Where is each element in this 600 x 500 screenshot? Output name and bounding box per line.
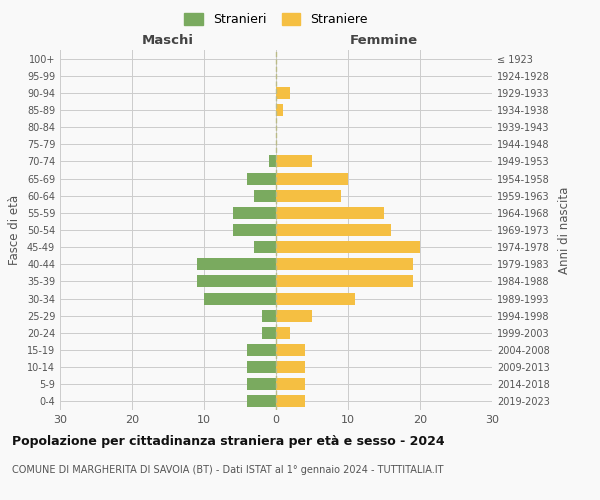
Text: Popolazione per cittadinanza straniera per età e sesso - 2024: Popolazione per cittadinanza straniera p…: [12, 435, 445, 448]
Bar: [276, 156, 312, 168]
Legend: Stranieri, Straniere: Stranieri, Straniere: [181, 10, 371, 30]
Bar: [204, 292, 276, 304]
Bar: [247, 172, 276, 184]
Bar: [276, 104, 283, 116]
Bar: [276, 276, 413, 287]
Bar: [276, 378, 305, 390]
Bar: [276, 344, 305, 356]
Bar: [247, 378, 276, 390]
Bar: [247, 396, 276, 407]
Bar: [197, 258, 276, 270]
Bar: [276, 327, 290, 339]
Bar: [276, 87, 290, 99]
Y-axis label: Fasce di età: Fasce di età: [8, 195, 21, 265]
Bar: [247, 361, 276, 373]
Bar: [262, 327, 276, 339]
Bar: [254, 241, 276, 253]
Bar: [276, 396, 305, 407]
Bar: [276, 361, 305, 373]
Bar: [197, 276, 276, 287]
Bar: [254, 190, 276, 202]
Bar: [262, 310, 276, 322]
Bar: [233, 207, 276, 219]
Bar: [269, 156, 276, 168]
Y-axis label: Anni di nascita: Anni di nascita: [558, 186, 571, 274]
Bar: [276, 207, 384, 219]
Bar: [276, 172, 348, 184]
Bar: [276, 258, 413, 270]
Bar: [276, 292, 355, 304]
Bar: [247, 344, 276, 356]
Bar: [233, 224, 276, 236]
Bar: [276, 190, 341, 202]
Bar: [276, 224, 391, 236]
Text: Femmine: Femmine: [350, 34, 418, 46]
Bar: [276, 310, 312, 322]
Text: Maschi: Maschi: [142, 34, 194, 46]
Bar: [276, 241, 420, 253]
Text: COMUNE DI MARGHERITA DI SAVOIA (BT) - Dati ISTAT al 1° gennaio 2024 - TUTTITALIA: COMUNE DI MARGHERITA DI SAVOIA (BT) - Da…: [12, 465, 443, 475]
